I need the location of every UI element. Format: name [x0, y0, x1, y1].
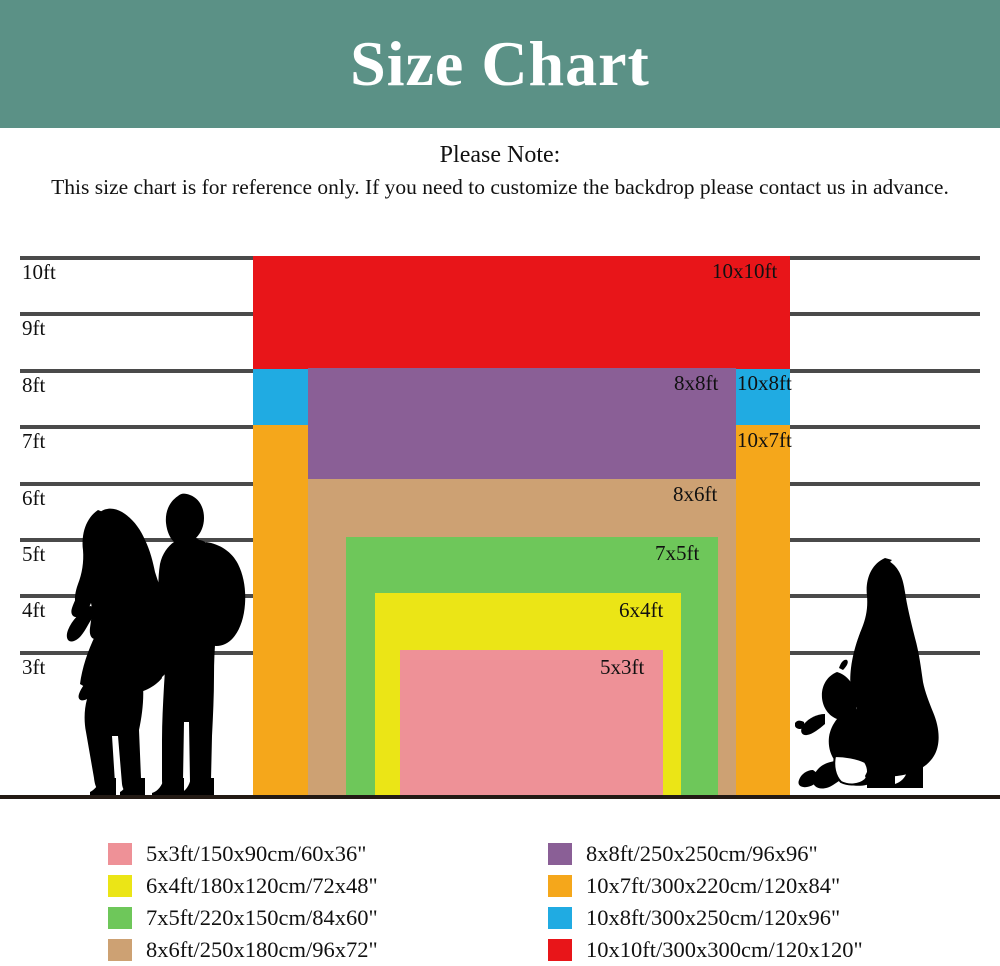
legend-item-right-2: 10x8ft/300x250cm/120x96" — [548, 902, 863, 934]
note-block: Please Note: This size chart is for refe… — [0, 140, 1000, 202]
axis-tick-4ft: 4ft — [22, 598, 46, 623]
legend-swatch — [108, 939, 132, 961]
rect-label-10x7ft: 10x7ft — [737, 428, 792, 452]
rect-label-8x6ft: 8x6ft — [673, 482, 718, 506]
axis-tick-6ft: 6ft — [22, 485, 46, 510]
legend-label: 7x5ft/220x150cm/84x60" — [146, 904, 378, 930]
legend-item-left-2: 7x5ft/220x150cm/84x60" — [108, 902, 378, 934]
legend-item-left-0: 5x3ft/150x90cm/60x36" — [108, 838, 378, 870]
legend-swatch — [108, 907, 132, 929]
legend-item-left-1: 6x4ft/180x120cm/72x48" — [108, 870, 378, 902]
legend-swatch — [548, 875, 572, 897]
legend-label: 10x10ft/300x300cm/120x120" — [586, 936, 863, 962]
note-body: This size chart is for reference only. I… — [51, 175, 949, 199]
rect-label-10x10ft: 10x10ft — [712, 259, 778, 283]
axis-tick-8ft: 8ft — [22, 372, 46, 397]
axis-tick-9ft: 9ft — [22, 316, 46, 341]
rect-5x3ft — [400, 650, 663, 797]
rect-label-8x8ft: 8x8ft — [674, 371, 719, 395]
legend-item-right-3: 10x10ft/300x300cm/120x120" — [548, 934, 863, 966]
chart-baseline — [0, 795, 1000, 799]
axis-tick-10ft: 10ft — [22, 260, 56, 284]
rect-label-7x5ft: 7x5ft — [655, 541, 700, 565]
page-header: Size Chart — [0, 0, 1000, 128]
legend-label: 10x7ft/300x220cm/120x84" — [586, 872, 841, 898]
legend-item-right-1: 10x7ft/300x220cm/120x84" — [548, 870, 863, 902]
legend-label: 6x4ft/180x120cm/72x48" — [146, 872, 378, 898]
legend-label: 8x8ft/250x250cm/96x96" — [586, 840, 818, 866]
legend-label: 8x6ft/250x180cm/96x72" — [146, 936, 378, 962]
axis-tick-3ft: 3ft — [22, 654, 46, 679]
legend-swatch — [108, 875, 132, 897]
legend-swatch — [548, 843, 572, 865]
adult-silhouettes-left — [66, 493, 246, 797]
note-heading: Please Note: — [439, 142, 561, 168]
rect-label-5x3ft: 5x3ft — [600, 655, 645, 679]
legend-column-right: 8x8ft/250x250cm/96x96" 10x7ft/300x220cm/1… — [548, 838, 863, 966]
rect-label-10x8ft: 10x8ft — [737, 371, 792, 395]
legend-label: 10x8ft/300x250cm/120x96" — [586, 904, 841, 930]
axis-tick-5ft: 5ft — [22, 542, 46, 566]
legend-item-left-3: 8x6ft/250x180cm/96x72" — [108, 934, 378, 966]
page-title: Size Chart — [350, 28, 650, 99]
axis-tick-7ft: 7ft — [22, 429, 46, 454]
legend-swatch — [548, 939, 572, 961]
legend-swatch — [548, 907, 572, 929]
legend-item-right-0: 8x8ft/250x250cm/96x96" — [548, 838, 863, 870]
child-silhouettes-right — [795, 558, 939, 789]
legend-column-left: 5x3ft/150x90cm/60x36" 6x4ft/180x120cm/72x… — [108, 838, 378, 966]
rect-label-6x4ft: 6x4ft — [619, 598, 664, 622]
legend-label: 5x3ft/150x90cm/60x36" — [146, 840, 367, 866]
legend-swatch — [108, 843, 132, 865]
